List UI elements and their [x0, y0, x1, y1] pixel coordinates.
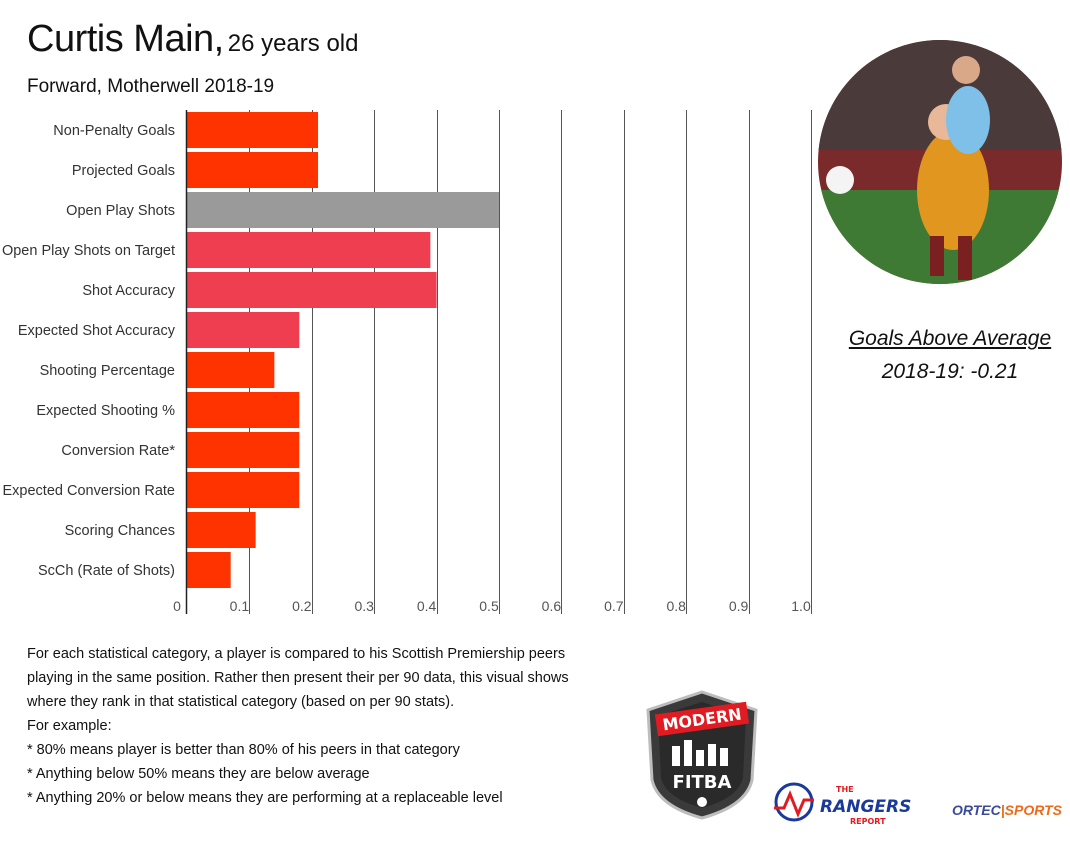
player-photo: [818, 40, 1062, 284]
bar: [187, 272, 437, 308]
category-label: Non-Penalty Goals: [53, 123, 175, 139]
note-line: playing in the same position. Rather the…: [27, 670, 569, 686]
percentile-bar-chart: Non-Penalty Goals Projected Goals Open Pla…: [2, 110, 812, 614]
rangers-report-logo: THE RANGERS REPORT: [774, 782, 911, 826]
x-tick-label: 0.4: [417, 598, 437, 614]
x-tick-label: 0: [173, 598, 181, 614]
category-label: Open Play Shots: [66, 203, 175, 219]
svg-text:REPORT: REPORT: [850, 817, 886, 826]
category-label: Shooting Percentage: [40, 363, 175, 379]
x-tick-label: 0.3: [354, 598, 374, 614]
bar: [187, 232, 431, 268]
category-label: Expected Shooting %: [36, 403, 175, 419]
bar: [187, 392, 300, 428]
x-tick-label: 0.1: [230, 598, 250, 614]
note-line: * Anything below 50% means they are belo…: [27, 766, 370, 782]
modern-fitba-logo: MODERN FITBA: [646, 690, 758, 820]
svg-text:THE: THE: [836, 785, 854, 794]
category-label: Shot Accuracy: [82, 283, 175, 299]
bar: [187, 352, 275, 388]
player-age: 26 years old: [227, 30, 359, 57]
svg-text:RANGERS: RANGERS: [820, 797, 911, 817]
category-label: Open Play Shots on Target: [2, 243, 175, 259]
chart-subtitle: Forward, Motherwell 2018-19: [27, 76, 275, 97]
note-line: For example:: [27, 718, 112, 734]
note-line: * Anything 20% or below means they are p…: [27, 790, 503, 806]
chart-title: Curtis Main, 26 years old: [27, 18, 358, 61]
bar: [187, 312, 300, 348]
goals-above-average-value: 2018-19: -0.21: [881, 360, 1019, 383]
bar: [187, 112, 319, 148]
explanation-notes: For each statistical category, a player …: [27, 642, 617, 810]
note-line: * 80% means player is better than 80% of…: [27, 742, 460, 758]
bar: [187, 552, 231, 588]
bar: [187, 432, 300, 468]
category-label: Scoring Chances: [65, 523, 175, 539]
player-name: Curtis Main,: [27, 18, 224, 60]
category-label: Projected Goals: [72, 163, 175, 179]
x-tick-label: 0.6: [542, 598, 562, 614]
x-tick-label: 0.7: [604, 598, 624, 614]
x-tick-label: 0.5: [479, 598, 499, 614]
bar: [187, 152, 319, 188]
note-line: For each statistical category, a player …: [27, 646, 566, 662]
bar: [187, 472, 300, 508]
goals-above-average-label: Goals Above Average: [848, 327, 1052, 350]
category-label: Expected Conversion Rate: [3, 483, 176, 499]
svg-text:FITBA: FITBA: [673, 772, 732, 793]
category-label: Conversion Rate*: [61, 443, 175, 459]
x-tick-label: 0.8: [666, 598, 686, 614]
category-label: ScCh (Rate of Shots): [38, 563, 175, 579]
x-tick-label: 0.9: [729, 598, 749, 614]
bar: [187, 512, 256, 548]
x-tick-label: 1.0: [791, 598, 811, 614]
bar: [187, 192, 499, 228]
x-tick-label: 0.2: [292, 598, 312, 614]
category-label: Expected Shot Accuracy: [18, 323, 176, 339]
note-line: where they rank in that statistical cate…: [27, 694, 455, 710]
ortec-sports-logo: ORTEC|SPORTS: [952, 802, 1062, 818]
goals-above-average: Goals Above Average 2018-19: -0.21: [830, 322, 1070, 388]
